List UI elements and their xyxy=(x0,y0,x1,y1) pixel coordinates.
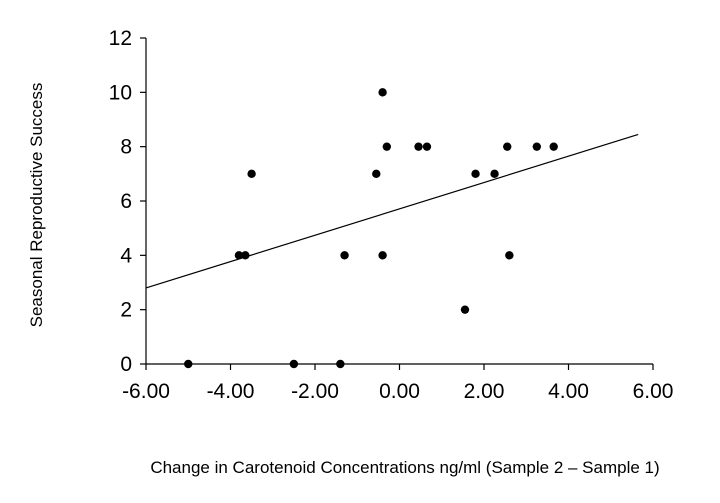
x-tick-label: 2.00 xyxy=(464,380,505,403)
x-axis-title: Change in Carotenoid Concentrations ng/m… xyxy=(150,458,659,477)
y-tick-label: 6 xyxy=(120,190,132,213)
x-tick-label: 6.00 xyxy=(633,380,674,403)
y-tick-label: 4 xyxy=(120,244,132,267)
data-point xyxy=(289,359,299,369)
data-point xyxy=(340,251,349,260)
data-point xyxy=(184,359,193,369)
x-tick-label: 4.00 xyxy=(548,380,589,403)
data-point xyxy=(532,142,542,151)
y-tick-label: 8 xyxy=(120,136,132,159)
data-point xyxy=(247,169,256,179)
data-point xyxy=(471,169,480,179)
x-tick-label: -6.00 xyxy=(122,380,170,403)
y-tick-label: 10 xyxy=(109,81,132,104)
data-point xyxy=(372,169,381,179)
data-point xyxy=(422,142,432,151)
data-point xyxy=(336,359,345,369)
y-axis-ticks: 0 2 4 6 8 10 12 xyxy=(109,27,146,376)
data-point xyxy=(241,251,250,260)
y-axis-title: Seasonal Reproductive Success xyxy=(27,83,46,328)
data-point xyxy=(549,142,558,151)
x-tick-label: -4.00 xyxy=(207,380,255,403)
data-point xyxy=(414,142,423,151)
data-point xyxy=(490,169,499,179)
data-point xyxy=(460,305,470,314)
y-tick-label: 12 xyxy=(109,27,132,50)
data-point xyxy=(378,88,387,97)
y-tick-label: 2 xyxy=(120,299,132,322)
data-point xyxy=(505,251,514,260)
trend-line xyxy=(145,133,639,289)
axes xyxy=(145,38,653,365)
data-point xyxy=(382,142,392,151)
x-tick-label: 0.00 xyxy=(379,380,420,403)
data-point xyxy=(234,251,244,260)
data-point xyxy=(503,142,512,151)
x-tick-label: -2.00 xyxy=(291,380,339,403)
data-point xyxy=(378,251,387,260)
x-axis-ticks: -6.00 -4.00 -2.00 0.00 2.00 4.00 6.00 xyxy=(122,364,673,403)
y-tick-label: 0 xyxy=(120,353,132,376)
data-points xyxy=(184,88,558,369)
